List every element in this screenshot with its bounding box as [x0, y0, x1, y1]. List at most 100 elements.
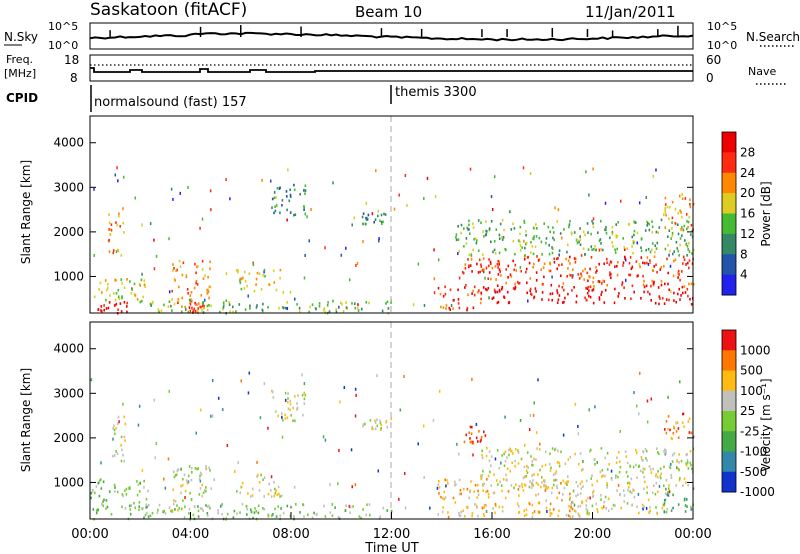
data-cell	[460, 231, 462, 235]
data-cell	[459, 514, 462, 518]
data-cell	[543, 275, 545, 279]
data-cell	[286, 504, 289, 508]
data-cell	[503, 452, 505, 456]
data-cell	[687, 220, 690, 224]
data-cell	[256, 304, 258, 307]
data-cell	[480, 435, 483, 439]
data-cell	[586, 298, 588, 302]
data-cell	[263, 508, 266, 511]
data-cell	[458, 512, 460, 515]
data-cell	[158, 310, 160, 314]
data-cell	[272, 396, 275, 399]
data-cell	[500, 274, 502, 277]
scatter-cell	[355, 393, 357, 397]
noise-left-tick-bottom: 10^0	[48, 39, 78, 52]
data-cell	[274, 205, 276, 208]
data-cell	[253, 511, 256, 514]
data-cell	[455, 238, 458, 242]
data-cell	[649, 468, 652, 471]
data-cell	[654, 492, 657, 496]
data-cell	[194, 309, 197, 313]
scatter-cell	[261, 178, 263, 182]
data-cell	[101, 310, 103, 313]
data-cell	[514, 465, 516, 468]
data-cell	[636, 476, 638, 479]
data-cell	[536, 255, 538, 258]
data-cell	[172, 269, 174, 272]
data-cell	[649, 509, 651, 513]
data-cell	[248, 272, 251, 275]
data-cell	[626, 247, 628, 250]
data-cell	[114, 298, 117, 302]
data-cell	[690, 282, 693, 286]
data-cell	[656, 512, 659, 516]
data-cell	[576, 241, 579, 245]
data-cell	[667, 490, 670, 494]
data-cell	[537, 493, 540, 496]
scatter-cell	[100, 461, 102, 465]
data-cell	[437, 286, 440, 290]
data-cell	[258, 481, 261, 484]
data-cell	[387, 307, 390, 310]
data-cell	[510, 228, 513, 231]
data-cell	[688, 417, 691, 421]
data-cell	[181, 273, 184, 277]
data-cell	[499, 480, 501, 484]
data-cell	[607, 468, 609, 471]
data-cell	[609, 236, 611, 240]
data-cell	[549, 292, 552, 296]
data-cell	[475, 241, 478, 245]
scatter-cell	[494, 457, 497, 461]
scatter-cell	[191, 306, 193, 310]
scatter-cell	[225, 272, 228, 276]
data-cell	[298, 310, 301, 313]
data-cell	[200, 294, 203, 297]
data-cell	[189, 298, 192, 302]
data-cell	[275, 288, 278, 292]
data-cell	[299, 193, 301, 196]
data-cell	[642, 450, 645, 454]
data-cell	[521, 246, 523, 249]
scatter-cell	[338, 305, 340, 309]
data-cell	[646, 485, 648, 489]
data-cell	[682, 228, 685, 232]
data-cell	[202, 509, 204, 513]
data-cell	[477, 514, 479, 518]
data-cell	[108, 228, 110, 231]
data-cell	[678, 461, 680, 464]
data-cell	[543, 222, 545, 225]
data-cell	[553, 238, 555, 242]
data-cell	[504, 496, 507, 500]
data-cell	[113, 424, 115, 428]
data-cell	[605, 232, 608, 235]
data-cell	[178, 507, 181, 510]
data-cell	[458, 492, 461, 496]
data-cell	[526, 464, 528, 468]
data-cell	[482, 484, 484, 487]
data-cell	[579, 492, 582, 495]
data-cell	[672, 493, 674, 497]
data-cell	[365, 513, 367, 517]
scatter-cell	[417, 442, 419, 446]
scatter-cell	[398, 497, 400, 501]
data-cell	[639, 265, 641, 269]
data-cell	[206, 512, 209, 515]
data-cell	[547, 225, 550, 229]
data-cell	[296, 407, 299, 410]
scatter-cell	[153, 267, 156, 271]
data-cell	[205, 504, 207, 507]
data-cell	[181, 483, 184, 487]
data-cell	[692, 202, 695, 206]
data-cell	[100, 305, 103, 308]
data-cell	[505, 473, 507, 477]
scatter-cell	[149, 222, 152, 226]
data-cell	[610, 276, 612, 280]
scatter-cell	[122, 402, 124, 406]
data-cell	[277, 485, 280, 489]
data-cell	[558, 464, 561, 468]
data-cell	[681, 234, 683, 237]
data-cell	[556, 291, 559, 295]
data-cell	[506, 456, 508, 459]
data-cell	[262, 302, 264, 306]
scatter-cell	[332, 181, 334, 185]
